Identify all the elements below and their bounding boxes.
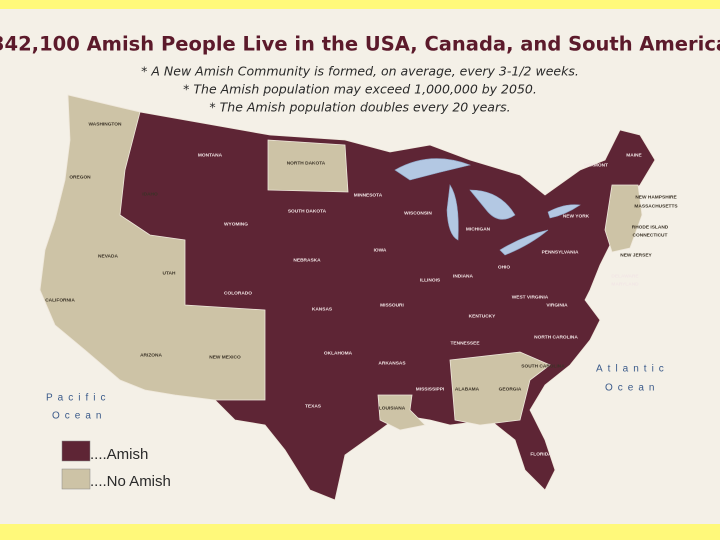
state-label: ARKANSAS: [378, 360, 406, 366]
state-label: NORTH CAROLINA: [534, 334, 578, 340]
lake-ontario: [547, 204, 581, 219]
ocean-word: Ocean: [52, 411, 106, 422]
state-label: WEST VIRGINIA: [512, 294, 549, 300]
state-label: MARYLAND: [611, 281, 639, 287]
state-label: MISSOURI: [380, 302, 404, 308]
no-amish-northeast: [604, 184, 643, 253]
state-label: SOUTH CAROLINA: [521, 363, 565, 369]
lake-michigan: [446, 184, 459, 241]
state-label: SOUTH DAKOTA: [288, 208, 327, 214]
state-label: COLORADO: [224, 290, 252, 296]
ocean-word: Ocean: [605, 383, 659, 394]
state-label: TEXAS: [305, 403, 322, 409]
legend-label: ....No Amish: [90, 473, 171, 490]
state-label: FLORIDA: [530, 451, 552, 457]
state-label: LOUISIANA: [379, 405, 406, 411]
state-label: UTAH: [163, 270, 177, 276]
state-label: WYOMING: [224, 221, 248, 227]
state-label: MONTANA: [198, 152, 223, 158]
state-label: NEBRASKA: [293, 257, 321, 263]
state-label: CALIFORNIA: [45, 297, 75, 303]
state-label: MAINE: [626, 152, 642, 158]
no-amish-louisiana: [377, 394, 426, 431]
state-label: NORTH DAKOTA: [287, 160, 326, 166]
state-label: DELAWARE: [611, 273, 639, 279]
lake-superior: [394, 158, 472, 181]
state-label: OHIO: [498, 264, 511, 270]
state-label: ARIZONA: [140, 352, 162, 358]
legend-label: ....Amish: [90, 446, 148, 463]
lake-huron: [469, 189, 516, 220]
state-label: NEVADA: [98, 253, 118, 259]
state-labels: WASHINGTON OREGON IDAHO MONTANA NORTH DAKOTA…: [45, 121, 678, 457]
state-label: NEW YORK: [563, 213, 590, 219]
great-lakes: [394, 158, 581, 256]
state-label: NEW MEXICO: [209, 354, 241, 360]
state-label: WASHINGTON: [89, 121, 122, 127]
bottom-bar: [0, 524, 720, 540]
us-map: [39, 94, 656, 501]
lake-erie: [499, 229, 549, 256]
no-amish-west: [39, 94, 266, 401]
state-label: ILLINOIS: [420, 277, 441, 283]
state-label: VERMONT: [584, 162, 608, 168]
title: 342,100 Amish People Live in the USA, Ca…: [0, 33, 720, 56]
note: * A New Amish Community is formed, on av…: [141, 64, 579, 79]
ocean-name: Atlantic: [596, 364, 669, 375]
state-label: CONNECTICUT: [633, 232, 668, 238]
state-label: NEW JERSEY: [620, 252, 652, 258]
state-label: KANSAS: [312, 306, 333, 312]
state-label: GEORGIA: [499, 386, 522, 392]
no-amish-north-dakota: [267, 139, 349, 193]
note: * The Amish population doubles every 20 …: [209, 100, 510, 115]
ocean-name: Pacific: [46, 393, 110, 404]
state-label: MINNESOTA: [354, 192, 383, 198]
state-label: MISSISSIPPI: [416, 386, 445, 392]
state-label: OKLAHOMA: [324, 350, 353, 356]
state-label: ALABAMA: [455, 386, 480, 392]
state-label: INDIANA: [453, 273, 474, 279]
state-label: PENNSYLVANIA: [542, 249, 579, 255]
state-label: MASSACHUSETTS: [634, 203, 678, 209]
state-label: IOWA: [374, 247, 387, 253]
state-label: NEW HAMPSHIRE: [635, 194, 677, 200]
state-label: KENTUCKY: [469, 313, 496, 319]
state-label: RHODE ISLAND: [632, 224, 669, 230]
state-label: MICHIGAN: [466, 226, 491, 232]
note: * The Amish population may exceed 1,000,…: [183, 82, 537, 97]
legend-swatch: [61, 440, 91, 462]
no-amish-southeast: [449, 351, 551, 426]
top-bar: [0, 0, 720, 9]
state-label: IDAHO: [142, 191, 158, 197]
state-label: VIRGINIA: [546, 302, 568, 308]
legend-swatch: [61, 468, 91, 490]
state-label: WISCONSIN: [404, 210, 432, 216]
state-label: OREGON: [69, 174, 91, 180]
state-label: TENNESSEE: [450, 340, 480, 346]
